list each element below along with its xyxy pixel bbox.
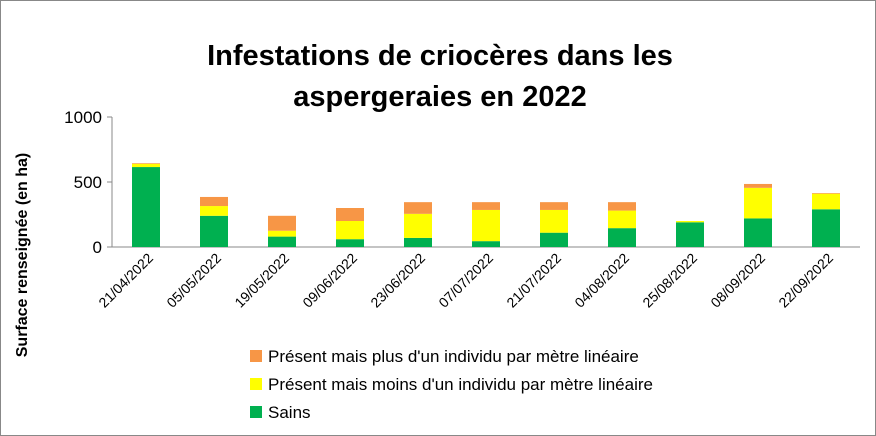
bar-segment: [404, 213, 432, 238]
x-tick-label: 23/06/2022: [367, 250, 428, 311]
x-tick-label: 21/07/2022: [503, 250, 564, 311]
x-tick-label: 21/04/2022: [95, 250, 156, 311]
bar-segment: [132, 163, 160, 164]
bar-segment: [200, 206, 228, 216]
bar-segment: [404, 202, 432, 214]
x-tick-label: 25/08/2022: [639, 250, 700, 311]
bar-segment: [336, 221, 364, 240]
bar-segment: [812, 193, 840, 194]
bar-segment: [472, 202, 500, 210]
legend-swatch: [250, 406, 262, 418]
bar-segment: [336, 208, 364, 221]
bar-segment: [200, 215, 228, 247]
bar-segment: [472, 209, 500, 242]
legend-label: Présent mais plus d'un individu par mètr…: [268, 347, 639, 366]
bar-segment: [744, 218, 772, 247]
bar-segment: [540, 202, 568, 210]
bar-segment: [132, 167, 160, 247]
legend-label: Présent mais moins d'un individu par mèt…: [268, 375, 653, 394]
bar-segment: [608, 210, 636, 229]
x-tick-label: 04/08/2022: [571, 250, 632, 311]
bar-segment: [676, 221, 704, 223]
x-tick-label: 07/07/2022: [435, 250, 496, 311]
chart-title: Infestations de criocères dans les asper…: [207, 40, 673, 113]
bar-segment: [540, 209, 568, 233]
x-tick-label: 09/06/2022: [299, 250, 360, 311]
legend-label: Sains: [268, 403, 311, 422]
bar-segment: [744, 183, 772, 188]
legend-swatch: [250, 378, 262, 390]
bar-segment: [336, 239, 364, 247]
bar-segment: [268, 230, 296, 237]
bar-segment: [200, 196, 228, 207]
legend-swatch: [250, 350, 262, 362]
x-tick-label: 19/05/2022: [231, 250, 292, 311]
y-tick-label: 500: [74, 173, 102, 192]
y-axis-label: Surface renseignée (en ha): [14, 153, 31, 358]
x-tick-label: 08/09/2022: [707, 250, 768, 311]
bar-segment: [268, 215, 296, 231]
bar-segment: [132, 163, 160, 168]
bar-segment: [812, 209, 840, 247]
bar-segment: [404, 237, 432, 247]
bar-segment: [608, 202, 636, 211]
y-tick-label: 1000: [64, 108, 102, 127]
bar-segment: [812, 193, 840, 210]
bar-segment: [744, 187, 772, 219]
y-tick-label: 0: [93, 238, 102, 257]
x-tick-label: 22/09/2022: [775, 250, 836, 311]
bar-segment: [268, 236, 296, 247]
bar-segment: [676, 222, 704, 247]
bar-segment: [472, 241, 500, 247]
bar-segment: [540, 232, 568, 247]
x-tick-label: 05/05/2022: [163, 250, 224, 311]
bar-segment: [608, 228, 636, 247]
